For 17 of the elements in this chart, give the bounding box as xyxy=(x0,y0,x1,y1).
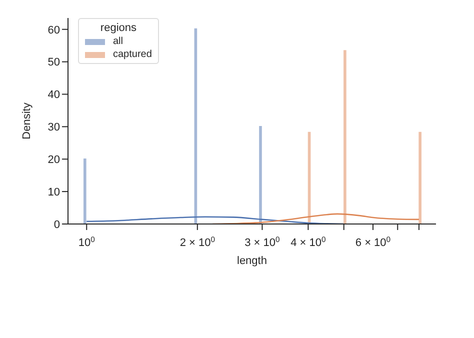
x-tick-label: 3 × 10$^{0}$ xyxy=(244,234,280,249)
x-tick-label: 6 × 10$^{0}$ xyxy=(355,234,391,249)
y-tick-label: 0 xyxy=(54,218,60,231)
y-tick-label: 20 xyxy=(48,154,60,166)
legend-title: regions xyxy=(99,22,138,34)
x-tick-label: 2 × 10$^{0}$ xyxy=(180,234,215,249)
y-tick-label: 10 xyxy=(48,186,60,198)
y-tick-label: 30 xyxy=(48,122,60,134)
y-tick-label: 40 xyxy=(48,89,60,102)
y-tick-label: 50 xyxy=(48,56,60,69)
legend-label: all xyxy=(113,36,124,47)
y-axis-title: Density xyxy=(20,102,33,140)
legend-label: captured xyxy=(113,49,152,60)
y-tick-label: 60 xyxy=(48,24,60,36)
x-axis-title: length xyxy=(237,255,267,267)
x-tick-label: 10$^{0}$ xyxy=(78,234,95,249)
x-tick-label: 4 × 10$^{0}$ xyxy=(290,234,326,249)
